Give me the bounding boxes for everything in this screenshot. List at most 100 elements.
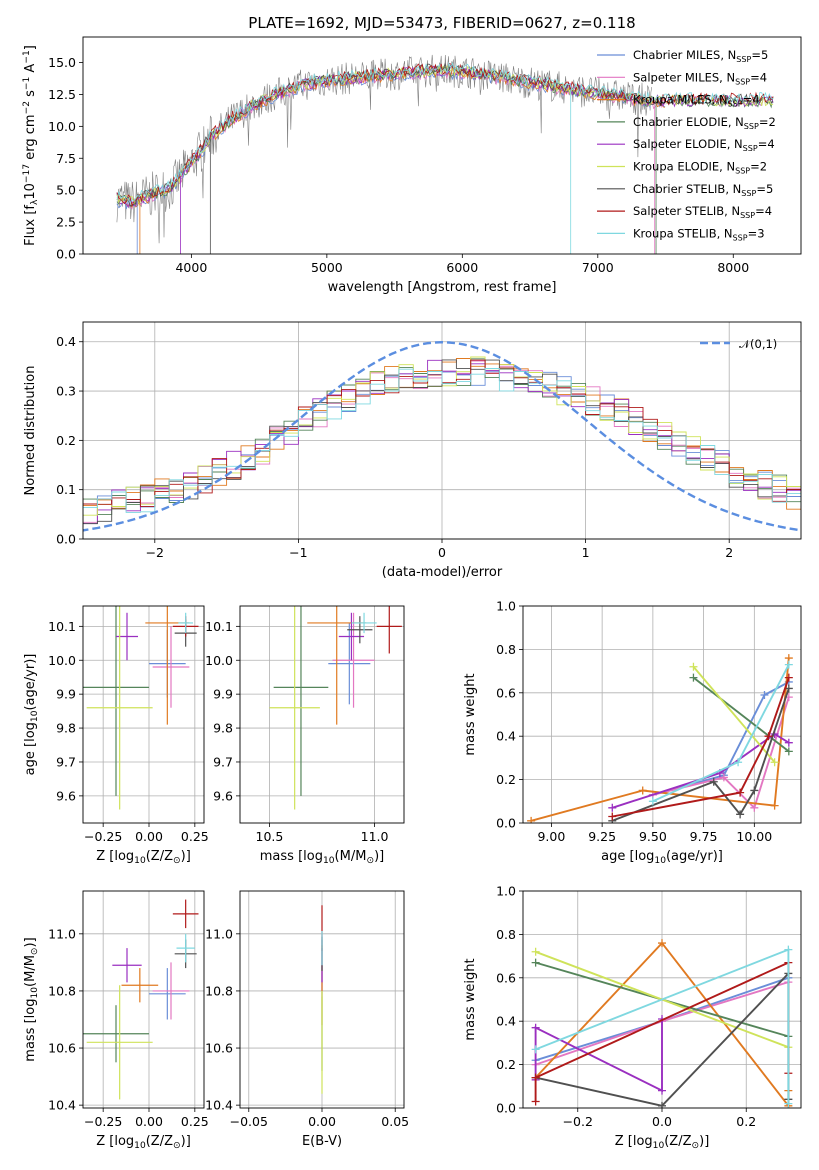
plot-area-spectrum (116, 54, 774, 254)
axes-frame (82, 890, 205, 1109)
y-axis-label: age [log10​(age/yr)] (23, 654, 40, 776)
weight-line (612, 677, 790, 818)
x-tick-label: 10.5 (256, 829, 284, 844)
plot-area-age_vs_mass (269, 606, 402, 810)
x-axis-label: Z [log10​(Z/Z⊙​)] (96, 1134, 191, 1151)
error-bar-point (176, 933, 195, 963)
y-tick-label: 15.0 (48, 55, 76, 70)
histogram-step (83, 371, 801, 525)
weight-marker (770, 758, 779, 767)
plot-area-massweight_vs_age (527, 654, 793, 823)
y-tick-label: 10.8 (205, 983, 233, 998)
y-tick-label: 0.0 (496, 816, 516, 831)
plot-area-massweight_vs_Z (531, 939, 793, 1108)
error-bar-point (347, 616, 373, 644)
x-tick-label: 9.50 (639, 829, 667, 844)
axes-age_vs_Z: −0.25 0.00 0.25 9.6 9.7 9.8 9.9 10.0 10.1 Z [log1… (23, 605, 209, 866)
x-tick-label: −0.25 (84, 1114, 122, 1129)
error-bar-point (269, 606, 320, 810)
y-axis-label: mass [log10​(M/M⊙​)] (23, 937, 40, 1061)
legend-label: Kroupa STELIB, NSSP​=3 (633, 226, 765, 242)
y-tick-label: 0.1 (56, 482, 76, 497)
axes-age_vs_mass: 10.5 11.0 9.6 9.7 9.8 9.9 10.0 10.1 mass [log10​… (205, 605, 405, 866)
weight-marker (648, 797, 657, 806)
y-tick-label: 11.0 (48, 926, 76, 941)
x-tick-label: 9.25 (588, 829, 616, 844)
y-tick-label: 0.2 (496, 1057, 516, 1072)
y-tick-label: 0.0 (56, 247, 76, 262)
axes-frame (82, 36, 802, 255)
axes-frame (82, 605, 205, 824)
weight-marker (784, 738, 793, 747)
legend-label: Salpeter STELIB, NSSP​=4 (633, 204, 772, 220)
histogram-step (83, 368, 801, 515)
weight-marker (658, 1086, 666, 1095)
y-tick-label: 2.5 (56, 215, 76, 230)
y-tick-label: 7.5 (56, 151, 76, 166)
error-bar-point (273, 606, 329, 796)
x-axis-label: (data-model)/error (382, 565, 503, 580)
error-bar-point (86, 606, 153, 810)
legend-label: 𝒩(0,1) (739, 337, 777, 351)
error-bar-point (376, 606, 402, 654)
y-tick-label: 0.4 (496, 1014, 516, 1029)
y-tick-label: 10.0 (48, 119, 76, 134)
y-tick-label: 9.9 (213, 687, 233, 702)
x-tick-label: 9.75 (690, 829, 718, 844)
axes-mass_vs_Z: −0.25 0.00 0.25 10.4 10.6 10.8 11.0 Z [log10​(Z… (23, 890, 209, 1151)
weight-marker (531, 1073, 540, 1082)
x-tick-label: 0.05 (381, 1114, 409, 1129)
legend-label: Salpeter MILES, NSSP​=4 (633, 70, 767, 86)
axes-frame (522, 605, 802, 824)
y-tick-label: 9.7 (56, 754, 76, 769)
x-axis-label: mass [log10​(M/M⊙​)] (260, 849, 384, 866)
axes-spectrum: 4000 5000 6000 7000 8000 0.0 2.5 5.0 7.5 10.0 12.5… (22, 14, 802, 295)
weight-line (692, 666, 776, 763)
axes-mass_vs_ebv: −0.05 0.00 0.05 10.4 10.6 10.8 11.0 E(B-V) (205, 890, 409, 1149)
weight-marker (784, 684, 793, 693)
axes-frame (239, 605, 405, 824)
weight-marker (760, 690, 769, 699)
y-tick-label: 10.4 (48, 1098, 76, 1113)
y-axis-label: Normed distribution (23, 366, 38, 496)
y-axis-label: Flux [fλ​10−17​ erg cm−2​ s−1​ A−1​] (22, 45, 40, 246)
model-line (116, 61, 774, 204)
weight-marker (734, 758, 743, 767)
x-tick-label: −2 (146, 545, 164, 560)
legend-label: Chabrier MILES, NSSP​=5 (633, 48, 768, 64)
x-tick-label: 0.25 (181, 1114, 209, 1129)
weight-line (692, 676, 790, 753)
weight-marker (770, 801, 779, 810)
y-tick-label: 0.3 (56, 384, 76, 399)
plot-area-age_vs_Z (83, 606, 199, 810)
weight-marker (531, 1097, 540, 1106)
axes-frame (522, 890, 802, 1109)
error-bar-point (83, 1005, 149, 1063)
error-bar-point (112, 948, 142, 983)
error-bar-point (86, 985, 153, 1100)
y-tick-label: 10.6 (48, 1041, 76, 1056)
y-tick-label: 9.7 (213, 754, 233, 769)
weight-marker (608, 812, 617, 821)
x-axis-label: Z [log10​(Z/Z⊙​)] (615, 1134, 710, 1151)
x-tick-label: 10.00 (736, 829, 772, 844)
y-tick-label: 0.4 (56, 334, 76, 349)
weight-marker (736, 788, 745, 797)
x-axis-label: wavelength [Angstrom, rest frame] (328, 280, 557, 295)
y-tick-label: 0.4 (496, 729, 516, 744)
x-axis-label: E(B-V) (302, 1134, 342, 1149)
error-bar-point (121, 968, 159, 1003)
chart-title: PLATE=1692, MJD=53473, FIBERID=0627, z=0… (248, 14, 635, 32)
y-axis-label: mass weight (463, 958, 478, 1040)
weight-marker (719, 773, 728, 782)
weight-marker (784, 660, 793, 669)
weight-line (534, 1019, 663, 1093)
y-tick-label: 0.2 (496, 772, 516, 787)
weight-marker (784, 1099, 793, 1108)
y-tick-label: 10.0 (48, 653, 76, 668)
y-tick-label: 9.9 (56, 687, 76, 702)
x-tick-label: 11.0 (361, 829, 389, 844)
y-tick-label: 0.6 (496, 685, 516, 700)
y-tick-label: 9.6 (56, 788, 76, 803)
x-tick-label: 0.00 (135, 1114, 163, 1129)
